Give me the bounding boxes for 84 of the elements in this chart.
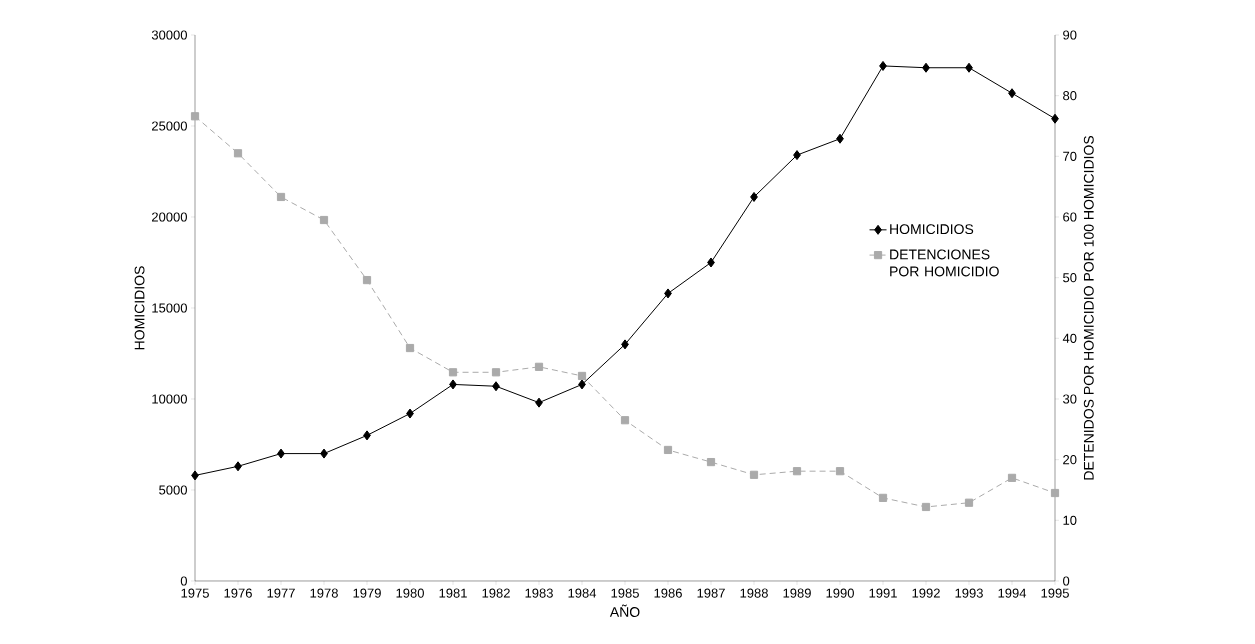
x-tick-label: 1979 (353, 588, 381, 598)
point (277, 448, 285, 459)
x-tick-label: 1988 (740, 588, 768, 598)
point (534, 362, 544, 371)
point (965, 62, 973, 73)
x-tick-label: 1980 (396, 588, 424, 598)
y2-axis-title: DETENIDOS POR HOMICIDIO POR 100 HOMICIDIOS (1083, 135, 1094, 480)
point (276, 192, 286, 202)
x-tick-label: 1985 (611, 588, 639, 598)
x-tick-label: 1991 (869, 588, 897, 598)
x-tick-label: 1986 (654, 588, 682, 598)
y-tick-label: 30000 (151, 30, 187, 40)
y2-tick-label: 60 (1063, 212, 1077, 222)
point (320, 448, 328, 459)
point (492, 381, 500, 392)
point (664, 288, 672, 299)
x-tick-label: 1993 (955, 588, 983, 598)
point (578, 379, 586, 390)
x-tick-label: 1994 (998, 588, 1027, 598)
point (234, 461, 242, 472)
point (964, 498, 974, 507)
x-tick-label: 1975 (181, 588, 209, 598)
point (1007, 473, 1017, 482)
point (491, 368, 501, 377)
point (406, 408, 414, 419)
x-tick-label: 1987 (697, 588, 725, 598)
x-tick-label: 1982 (482, 588, 510, 598)
x-tick-label: 1976 (224, 588, 252, 598)
point (706, 457, 716, 467)
y2-tick-label: 0 (1063, 576, 1070, 586)
point (836, 133, 844, 144)
x-tick-label: 1990 (826, 588, 854, 598)
legend-label: DETENCIONES POR HOMICIDIO (890, 249, 999, 277)
y-tick-label: 25000 (152, 121, 187, 131)
x-axis-title: AÑO (609, 604, 640, 617)
y2-tick-label: 30 (1063, 394, 1077, 404)
y-tick-label: 5000 (159, 485, 187, 495)
point (233, 149, 243, 158)
y-tick-label: 20000 (152, 212, 187, 222)
x-tick-label: 1983 (525, 588, 553, 598)
x-tick-label: 1989 (783, 588, 811, 598)
y2-tick-label: 20 (1063, 455, 1077, 465)
point (792, 467, 802, 476)
point (921, 502, 931, 512)
point (191, 470, 199, 481)
point (319, 215, 329, 225)
y2-tick-label: 50 (1063, 273, 1077, 283)
y-tick-label: 0 (180, 576, 187, 586)
x-tick-label: 1995 (1041, 588, 1069, 598)
y2-tick-label: 80 (1063, 91, 1077, 101)
point (535, 397, 543, 408)
point (707, 257, 715, 268)
point (835, 467, 845, 476)
point (362, 275, 372, 285)
point (577, 371, 587, 381)
x-tick-label: 1992 (912, 588, 940, 598)
point (1008, 88, 1016, 99)
point (879, 60, 887, 71)
y-tick-label: 15000 (152, 303, 187, 313)
x-tick-label: 1984 (568, 588, 597, 598)
x-tick-label: 1981 (439, 588, 467, 598)
point (449, 379, 457, 390)
y2-tick-label: 90 (1063, 30, 1077, 40)
point (793, 150, 801, 161)
point (878, 493, 888, 502)
point (448, 368, 458, 377)
point (663, 445, 673, 455)
point (363, 430, 371, 441)
point (749, 470, 759, 479)
point (922, 62, 930, 73)
point (621, 339, 629, 350)
y-axis-title: HOMICIDIOS (134, 266, 145, 350)
y2-tick-label: 10 (1063, 515, 1077, 525)
x-tick-label: 1977 (267, 588, 295, 598)
y2-tick-label: 40 (1062, 333, 1077, 343)
point (620, 416, 630, 425)
y2-tick-label: 70 (1063, 151, 1077, 161)
point (405, 343, 415, 353)
point (1050, 488, 1060, 498)
y-tick-label: 10000 (152, 394, 187, 404)
x-tick-label: 1978 (310, 588, 338, 598)
point (750, 191, 758, 202)
point (190, 112, 200, 121)
legend-label: HOMICIDIOS (890, 224, 974, 235)
